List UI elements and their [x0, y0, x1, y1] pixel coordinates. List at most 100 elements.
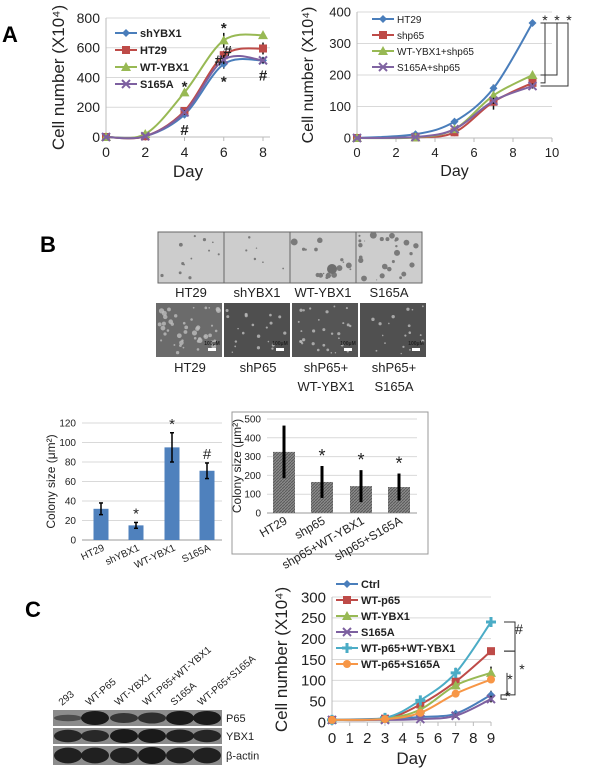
- colony: [215, 306, 221, 312]
- colony: [208, 307, 211, 309]
- colony: [210, 324, 214, 327]
- significance-bracket: [540, 22, 558, 76]
- colony: [401, 271, 407, 277]
- colony: [202, 238, 207, 242]
- colony: [213, 339, 217, 343]
- diamond-marker: [450, 117, 459, 126]
- colony: [381, 263, 388, 270]
- colony: [391, 260, 395, 264]
- colony: [333, 305, 336, 308]
- colony: [204, 335, 207, 338]
- legend-entry: WT-p65+S165A: [361, 659, 440, 671]
- colony: [265, 326, 268, 329]
- x-tick-label: 4: [398, 730, 406, 747]
- colony: [231, 351, 234, 353]
- circle-marker: [381, 715, 389, 724]
- y-tick-label: 200: [244, 471, 261, 482]
- colony: [358, 239, 362, 243]
- x-tick-label: 1: [345, 730, 353, 747]
- colony: [413, 243, 419, 249]
- x-tick-label: 9: [487, 730, 495, 747]
- legend-entry: shp65: [397, 31, 425, 42]
- significance-bracket: [504, 621, 516, 652]
- scale-bar-label: 100μM: [204, 341, 220, 347]
- significance-label: *: [554, 12, 560, 28]
- colony: [192, 306, 195, 309]
- colony: [173, 344, 176, 346]
- x-marker: [450, 711, 461, 721]
- colony: [309, 307, 312, 310]
- colony: [269, 321, 273, 325]
- micrograph-label: WT-YBX1: [297, 379, 354, 394]
- colony: [193, 336, 197, 340]
- x-marker: [352, 133, 362, 143]
- x-marker: [488, 96, 499, 106]
- bar: [199, 470, 215, 540]
- legend-entry: S165A: [361, 627, 395, 639]
- significance-bracket: [504, 650, 516, 696]
- significance-label: *: [505, 688, 511, 704]
- lane-label: 293: [57, 689, 77, 708]
- protein-band: [166, 711, 194, 725]
- square-marker: [379, 31, 387, 39]
- colony: [241, 331, 245, 335]
- colony: [361, 275, 367, 282]
- x-marker: [415, 714, 426, 724]
- colony: [342, 322, 345, 325]
- square-marker: [259, 44, 267, 53]
- cross-marker: [486, 617, 496, 627]
- panel-label-b: B: [40, 232, 56, 257]
- x-tick-label: 2: [141, 144, 149, 160]
- circle-marker: [416, 708, 425, 717]
- scale-bar: [276, 348, 284, 351]
- colony: [364, 240, 366, 242]
- colony: [325, 310, 329, 314]
- colony: [234, 340, 238, 343]
- diamond-marker: [122, 29, 130, 37]
- colony: [170, 322, 174, 326]
- x-tick-label: 6: [470, 145, 477, 160]
- colony: [271, 343, 275, 347]
- lane-label: WT-P65: [84, 676, 119, 708]
- cross-marker: [450, 667, 461, 678]
- protein-band: [138, 729, 166, 743]
- colony: [408, 331, 412, 334]
- scale-bar: [412, 348, 420, 351]
- colony: [167, 307, 171, 312]
- colony: [394, 239, 397, 242]
- x-marker: [121, 79, 131, 89]
- significance-bracket: [540, 22, 546, 84]
- colony: [389, 232, 395, 239]
- y-tick-label: 20: [65, 516, 77, 527]
- circle-marker: [343, 660, 351, 668]
- colony: [316, 348, 320, 352]
- y-axis-label: Cell number (X10⁴): [49, 5, 68, 150]
- colony: [278, 315, 282, 319]
- colony: [393, 249, 401, 256]
- colony: [330, 332, 334, 335]
- colony: [334, 352, 337, 354]
- micrograph-label: HT29: [175, 285, 207, 300]
- colony: [384, 342, 386, 345]
- y-axis-label: Colony size (μm²): [44, 434, 58, 528]
- circle-marker: [487, 675, 495, 684]
- colony: [421, 305, 424, 308]
- colony: [269, 313, 272, 317]
- colony: [237, 327, 239, 330]
- x-tick-label: 6: [434, 730, 442, 747]
- colony: [160, 339, 163, 342]
- series-S165A+shp65: [352, 81, 538, 143]
- colony: [290, 238, 298, 246]
- x-marker: [219, 54, 229, 65]
- colony: [358, 257, 364, 263]
- y-tick-label: 40: [65, 497, 77, 508]
- x-marker: [258, 55, 268, 66]
- colony: [312, 329, 316, 333]
- protein-band: [54, 714, 82, 722]
- colony: [178, 271, 182, 275]
- colony: [403, 239, 410, 246]
- colony: [419, 334, 422, 337]
- colony: [297, 320, 300, 323]
- category-label: S165A: [180, 543, 212, 566]
